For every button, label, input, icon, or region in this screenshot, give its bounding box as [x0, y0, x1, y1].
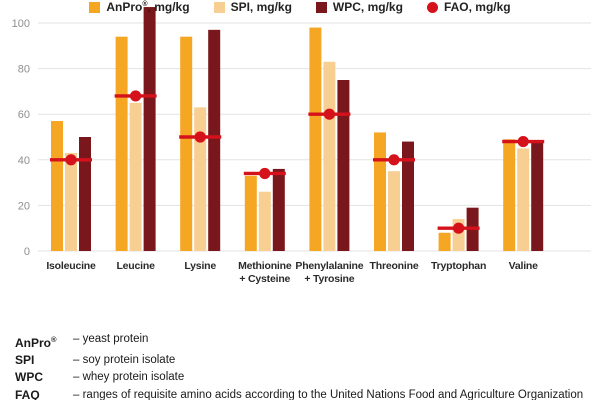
footnote-definition-faq: – ranges of requisite amino acids accord… [73, 388, 584, 400]
fao-marker-dot-phenylalanine-tyrosine [323, 108, 335, 120]
legend-label-wpc: WPC, mg/kg [332, 0, 403, 14]
x-axis-label-leucine: Leucine [116, 260, 155, 272]
fao-marker-dot-valine [517, 135, 529, 148]
y-axis-tick-label-60: 60 [18, 109, 30, 121]
footnote-definition-spi: – soy protein isolate [73, 354, 176, 367]
footnote-term-spi: SPI [15, 353, 35, 368]
bar-wpc-lysine [208, 29, 221, 252]
bar-wpc-threonine [402, 141, 414, 251]
y-axis-tick-label-0: 0 [24, 246, 30, 258]
bar-wpc-valine [531, 141, 544, 251]
footnote-spi: SPI – soy protein isolate [15, 352, 595, 369]
bar-wpc-leucine [143, 7, 156, 252]
x-axis-label-lysine: Lysine [184, 260, 216, 272]
bar-group-valine [502, 135, 545, 251]
bar-spi-methionine-cysteine [258, 191, 271, 251]
fao-marker-dot-methionine-cysteine [259, 167, 271, 180]
fao-marker-dot-tryptophan [453, 222, 465, 234]
bar-anpro-isoleucine [51, 121, 63, 251]
bar-anpro-tryptophan [438, 232, 451, 251]
legend-item-anpro: AnPro®, mg/kg [89, 0, 190, 14]
chart-legend: AnPro®, mg/kg SPI, mg/kg WPC, mg/kg FAO, mg… [0, 0, 600, 14]
fao-marker-dot-isoleucine [65, 154, 77, 166]
bar-wpc-isoleucine [79, 137, 91, 251]
footnote-anpro: AnPro® – yeast protein [15, 331, 595, 352]
bar-group-methionine-cysteine [243, 167, 286, 251]
bar-anpro-threonine [374, 132, 386, 251]
x-axis-label-phenylalanine-tyrosine-line2: + Tyrosine [304, 273, 354, 285]
footnote-definition-wpc: – whey protein isolate [73, 371, 185, 384]
legend-square-swatch-anpro [89, 1, 101, 13]
y-axis-tick-label-80: 80 [18, 64, 30, 76]
footnote-definition-anpro: – yeast protein [73, 333, 149, 345]
bar-wpc-methionine-cysteine [272, 168, 285, 251]
fao-marker-dot-lysine [194, 131, 206, 143]
bar-spi-valine [517, 148, 530, 251]
legend-item-spi: SPI, mg/kg [213, 0, 292, 14]
amino-acid-bar-chart: 0 20 40 60 80 100 Isoleucine Leucine Lysine Methi… [12, 7, 591, 285]
bar-wpc-phenylalanine-tyrosine [337, 80, 350, 251]
bar-group-tryptophan [437, 207, 480, 251]
fao-marker-dot-threonine [388, 154, 400, 166]
bar-group-threonine [373, 132, 415, 251]
bar-spi-lysine [194, 107, 207, 251]
legend-label-anpro: AnPro®, mg/kg [106, 0, 190, 14]
legend-square-swatch-wpc [315, 1, 327, 13]
footnote-term-faq: FAQ [15, 387, 40, 400]
y-axis-tick-label-40: 40 [18, 155, 30, 167]
footnote-term-anpro: AnPro® [15, 335, 57, 350]
y-axis-tick-label-100: 100 [12, 18, 30, 30]
footnote-term-wpc: WPC [15, 370, 43, 385]
footnote-wpc: WPC – whey protein isolate [15, 369, 595, 386]
bar-anpro-valine [503, 139, 516, 251]
x-axis-label-isoleucine: Isoleucine [46, 260, 96, 272]
bar-group-leucine [114, 7, 157, 252]
legend-circle-swatch-fao [426, 1, 438, 13]
bar-group-lysine [179, 29, 222, 252]
bar-spi-leucine [129, 102, 142, 251]
x-axis-label-methionine-cysteine: Methionine [238, 260, 292, 272]
x-axis-label-valine: Valine [509, 260, 539, 272]
legend-label-spi: SPI, mg/kg [230, 0, 292, 14]
x-axis-label-phenylalanine-tyrosine: Phenylalanine [295, 260, 363, 272]
bar-group-isoleucine [50, 121, 92, 251]
bar-anpro-phenylalanine-tyrosine [309, 27, 322, 252]
bar-anpro-methionine-cysteine [244, 175, 257, 251]
x-axis-label-threonine: Threonine [370, 260, 419, 272]
bar-spi-phenylalanine-tyrosine [323, 61, 336, 252]
footnote-faq: FAQ – ranges of requisite amino acids acc… [15, 387, 595, 400]
bar-anpro-lysine [180, 36, 193, 252]
bar-group-phenylalanine-tyrosine [308, 27, 351, 252]
legend-label-fao: FAO, mg/kg [443, 0, 511, 14]
footnotes: AnPro® – yeast protein SPI – soy protein is… [15, 331, 595, 400]
legend-item-fao: FAO, mg/kg [426, 0, 511, 14]
bar-spi-isoleucine [65, 152, 77, 251]
fao-marker-dot-leucine [130, 90, 142, 102]
legend-square-swatch-spi [213, 1, 225, 13]
x-axis-label-tryptophan: Tryptophan [431, 260, 486, 272]
y-axis-tick-label-20: 20 [18, 200, 30, 212]
legend-item-wpc: WPC, mg/kg [315, 0, 403, 14]
bar-anpro-leucine [115, 36, 128, 252]
x-axis-label-methionine-cysteine-line2: + Cysteine [239, 273, 290, 285]
bar-spi-threonine [388, 171, 400, 251]
